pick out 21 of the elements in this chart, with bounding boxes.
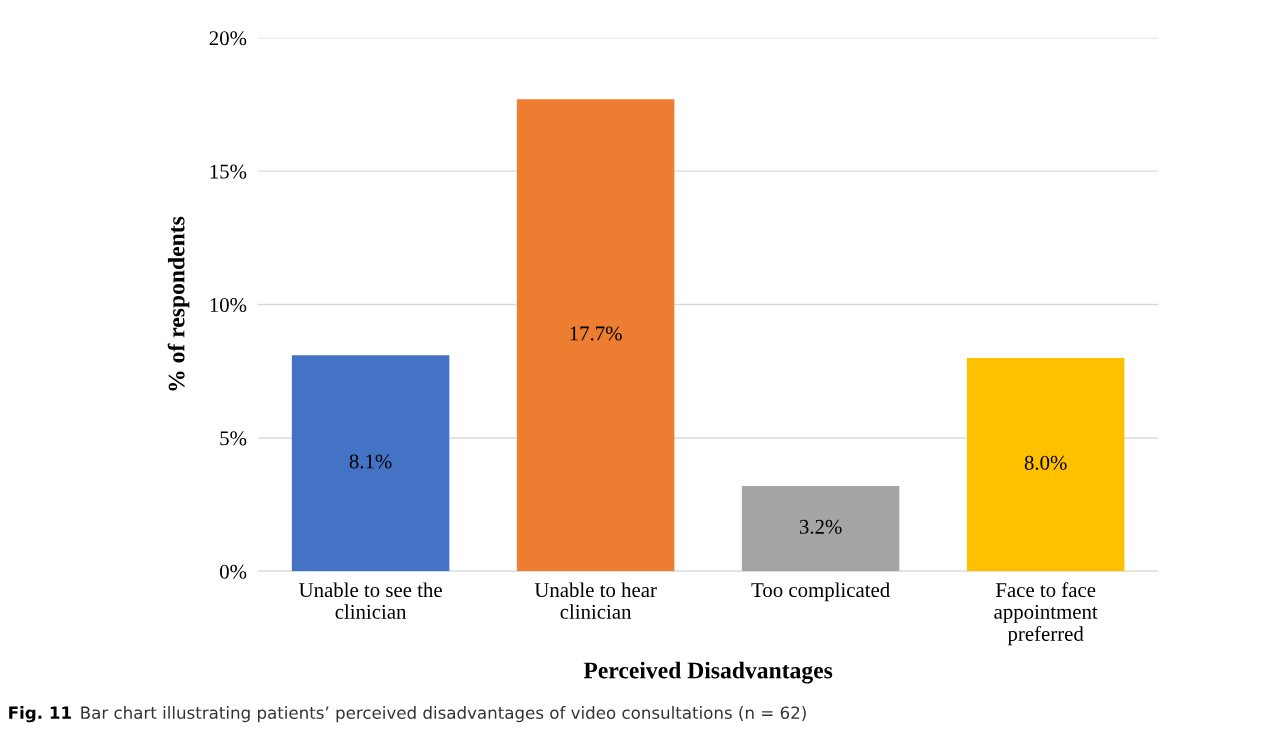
bar xyxy=(741,485,900,572)
bar xyxy=(516,99,675,572)
data-label: 8.1% xyxy=(349,454,392,469)
caption: Fig. 11 xyxy=(9,706,71,723)
y-tick-label: 10% xyxy=(210,297,247,313)
data-label: 8.0% xyxy=(1024,455,1067,470)
x-tick-label: Face to face appointment preferred xyxy=(994,582,1098,646)
x-tick-label: Unable to see the clinician xyxy=(299,582,442,619)
y-tick-label: 5% xyxy=(220,431,247,446)
x-axis-title: Perceived Disadvantages xyxy=(583,661,833,684)
y-tick-label: 15% xyxy=(210,164,247,179)
y-axis-title: % of respondents xyxy=(167,216,190,391)
y-tick-label: 20% xyxy=(209,31,247,46)
text: Bar chart illustrating patients’ perceived disadvantages of video consultations (n = 62) xyxy=(81,706,806,723)
bar xyxy=(966,357,1125,572)
data-label: 3.2% xyxy=(799,519,842,534)
x-tick-label: Too complicated xyxy=(751,582,890,602)
bar xyxy=(291,355,450,572)
data-label: 17.7% xyxy=(570,326,622,341)
x-tick-label: Unable to hear clinician xyxy=(534,582,657,619)
y-tick-label: 0% xyxy=(220,564,247,579)
